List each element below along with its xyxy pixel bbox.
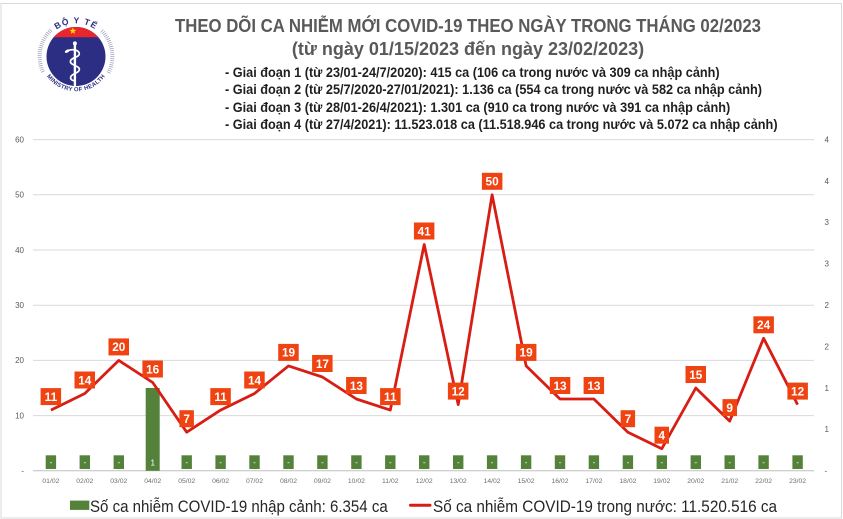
svg-text:-: -: [287, 458, 290, 467]
svg-text:13: 13: [553, 379, 567, 393]
svg-text:-: -: [253, 458, 256, 467]
svg-text:-: -: [796, 458, 799, 467]
svg-text:-: -: [559, 458, 562, 467]
svg-text:30: 30: [15, 301, 24, 310]
svg-text:-: -: [593, 458, 596, 467]
svg-text:41: 41: [418, 224, 432, 238]
svg-text:11: 11: [384, 390, 397, 404]
svg-text:06/02: 06/02: [212, 478, 229, 485]
svg-text:7: 7: [625, 412, 632, 426]
svg-text:4: 4: [825, 177, 830, 186]
svg-text:60: 60: [15, 135, 24, 144]
svg-text:7: 7: [183, 412, 190, 426]
svg-text:19/02: 19/02: [653, 478, 670, 485]
svg-text:15/02: 15/02: [518, 478, 535, 485]
svg-text:19: 19: [520, 346, 534, 360]
svg-text:21/02: 21/02: [721, 478, 738, 485]
svg-text:-: -: [83, 458, 86, 467]
svg-text:11: 11: [45, 390, 58, 404]
svg-text:14/02: 14/02: [484, 478, 501, 485]
svg-text:05/02: 05/02: [178, 478, 195, 485]
svg-text:3: 3: [825, 260, 830, 269]
svg-text:-: -: [117, 458, 120, 467]
svg-text:-: -: [321, 458, 324, 467]
svg-text:BỘ Y TẾ: BỘ Y TẾ: [52, 15, 99, 31]
svg-text:23/02: 23/02: [789, 478, 806, 485]
svg-text:04/02: 04/02: [144, 478, 161, 485]
svg-text:-: -: [21, 467, 24, 476]
svg-text:1: 1: [825, 384, 830, 393]
svg-text:14: 14: [248, 373, 262, 387]
svg-text:24: 24: [757, 318, 771, 332]
svg-text:-: -: [50, 458, 53, 467]
svg-text:12/02: 12/02: [416, 478, 433, 485]
svg-text:02/02: 02/02: [76, 478, 93, 485]
svg-text:2: 2: [825, 301, 830, 310]
svg-text:-: -: [355, 458, 358, 467]
svg-text:-: -: [491, 458, 494, 467]
svg-text:07/02: 07/02: [246, 478, 263, 485]
svg-text:-: -: [185, 458, 188, 467]
svg-text:18/02: 18/02: [619, 478, 636, 485]
svg-text:10/02: 10/02: [348, 478, 365, 485]
svg-text:50: 50: [15, 191, 24, 200]
svg-text:03/02: 03/02: [110, 478, 127, 485]
svg-text:20: 20: [112, 340, 126, 354]
svg-text:08/02: 08/02: [280, 478, 297, 485]
svg-text:11/02: 11/02: [382, 478, 399, 485]
svg-text:20: 20: [15, 356, 24, 365]
svg-text:17/02: 17/02: [585, 478, 602, 485]
svg-text:-: -: [423, 458, 426, 467]
svg-text:01/02: 01/02: [42, 478, 59, 485]
svg-text:12: 12: [452, 384, 466, 398]
svg-text:2: 2: [825, 342, 830, 351]
svg-text:-: -: [660, 458, 663, 467]
svg-text:13: 13: [350, 379, 364, 393]
svg-text:14: 14: [78, 373, 92, 387]
svg-text:3: 3: [825, 218, 830, 227]
svg-text:1: 1: [150, 459, 155, 468]
svg-text:-: -: [525, 458, 528, 467]
svg-text:-: -: [389, 458, 392, 467]
svg-text:9: 9: [726, 401, 733, 415]
svg-text:-: -: [627, 458, 630, 467]
svg-text:09/02: 09/02: [314, 478, 331, 485]
svg-text:50: 50: [486, 175, 500, 189]
svg-text:-: -: [762, 458, 765, 467]
svg-text:15: 15: [689, 368, 703, 382]
svg-text:-: -: [219, 458, 222, 467]
svg-text:13: 13: [587, 379, 601, 393]
svg-text:12: 12: [791, 384, 805, 398]
svg-text:16: 16: [146, 362, 160, 376]
svg-text:4: 4: [825, 135, 830, 144]
svg-text:16/02: 16/02: [551, 478, 568, 485]
svg-text:11: 11: [214, 390, 227, 404]
svg-text:4: 4: [659, 429, 666, 443]
svg-text:13/02: 13/02: [450, 478, 467, 485]
svg-text:17: 17: [316, 357, 330, 371]
svg-text:10: 10: [15, 411, 24, 420]
svg-text:-: -: [728, 458, 731, 467]
svg-text:40: 40: [15, 246, 24, 255]
svg-text:1: 1: [825, 425, 830, 434]
svg-text:20/02: 20/02: [687, 478, 704, 485]
svg-text:-: -: [457, 458, 460, 467]
svg-text:-: -: [694, 458, 697, 467]
svg-text:-: -: [825, 467, 828, 476]
svg-text:19: 19: [282, 346, 296, 360]
svg-text:22/02: 22/02: [755, 478, 772, 485]
